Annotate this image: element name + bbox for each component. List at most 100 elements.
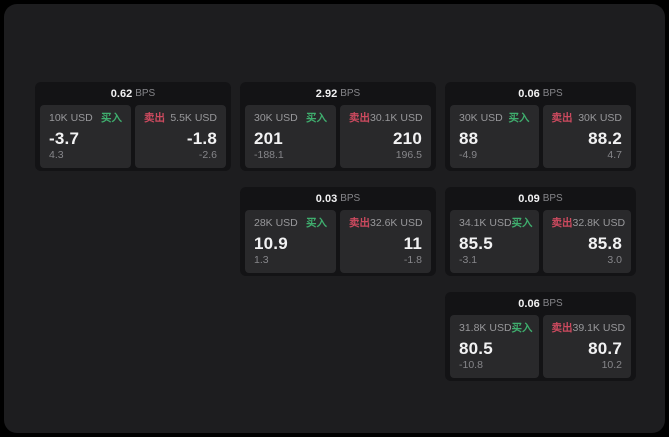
sell-quote-panel[interactable]: 卖出 32.6K USD 11 -1.8 — [340, 210, 431, 273]
buy-amount: 10K USD — [49, 112, 93, 124]
spread-header: 0.62 BPS — [35, 82, 231, 105]
sell-amount: 32.6K USD — [370, 217, 423, 229]
sell-quote-panel[interactable]: 卖出 30K USD 88.2 4.7 — [542, 105, 631, 168]
buy-panel-top: 30K USD 买入 — [459, 112, 530, 125]
buy-side-label: 买入 — [101, 112, 122, 124]
sell-quote-panel[interactable]: 卖出 39.1K USD 80.7 10.2 — [542, 315, 631, 378]
sell-price: 85.8 — [588, 234, 622, 253]
quote-card: 2.92 BPS 30K USD 买入 201 -188.1 卖出 30.1K … — [240, 82, 436, 171]
sell-delta: 10.2 — [601, 359, 622, 371]
buy-quote-panel[interactable]: 31.8K USD 买入 80.5 -10.8 — [450, 315, 539, 378]
sell-delta: -2.6 — [198, 149, 217, 161]
buy-side-label: 买入 — [306, 112, 327, 124]
buy-side-label: 买入 — [306, 217, 327, 229]
sell-amount: 30.1K USD — [370, 112, 423, 124]
buy-quote-panel[interactable]: 28K USD 买入 10.9 1.3 — [245, 210, 336, 273]
spread-unit-label: BPS — [542, 298, 563, 309]
buy-amount: 30K USD — [254, 112, 298, 124]
sell-delta: -1.8 — [403, 254, 422, 266]
buy-quote-panel[interactable]: 10K USD 买入 -3.7 4.3 — [40, 105, 131, 168]
quote-card-body: 28K USD 买入 10.9 1.3 卖出 32.6K USD 11 -1.8 — [240, 210, 436, 276]
sell-price: 210 — [393, 129, 422, 148]
sell-delta: 4.7 — [607, 149, 622, 161]
quote-card: 0.62 BPS 10K USD 买入 -3.7 4.3 卖出 5.5K USD… — [35, 82, 231, 171]
sell-side-label: 卖出 — [349, 112, 370, 124]
buy-side-label: 买入 — [511, 322, 533, 334]
spread-value: 2.92 — [315, 87, 338, 100]
sell-delta: 196.5 — [395, 149, 422, 161]
buy-delta: -3.1 — [459, 254, 478, 266]
sell-price: -1.8 — [186, 129, 217, 148]
buy-price: 85.5 — [459, 234, 493, 253]
sell-quote-panel[interactable]: 卖出 5.5K USD -1.8 -2.6 — [135, 105, 226, 168]
buy-quote-panel[interactable]: 30K USD 买入 88 -4.9 — [450, 105, 539, 168]
quote-card-body: 30K USD 买入 88 -4.9 卖出 30K USD 88.2 4.7 — [445, 105, 636, 171]
sell-price: 88.2 — [588, 129, 622, 148]
spread-unit-label: BPS — [340, 88, 361, 99]
sell-amount: 30K USD — [578, 112, 622, 124]
sell-amount: 39.1K USD — [572, 322, 626, 334]
sell-amount: 5.5K USD — [170, 112, 217, 124]
buy-side-label: 买入 — [508, 112, 530, 124]
quote-card: 0.06 BPS 30K USD 买入 88 -4.9 卖出 30K USD 8… — [445, 82, 636, 171]
sell-panel-top: 卖出 32.6K USD — [349, 217, 423, 230]
buy-delta: -4.9 — [459, 149, 478, 161]
sell-quote-panel[interactable]: 卖出 30.1K USD 210 196.5 — [340, 105, 431, 168]
buy-price: 10.9 — [254, 234, 288, 253]
quote-cards-grid: 0.62 BPS 10K USD 买入 -3.7 4.3 卖出 5.5K USD… — [35, 82, 636, 381]
quote-card-body: 34.1K USD 买入 85.5 -3.1 卖出 32.8K USD 85.8… — [445, 210, 636, 276]
quote-card: 0.06 BPS 31.8K USD 买入 80.5 -10.8 卖出 39.1… — [445, 292, 636, 381]
buy-side-label: 买入 — [511, 217, 533, 229]
sell-delta: 3.0 — [607, 254, 622, 266]
buy-delta: -10.8 — [459, 359, 483, 371]
buy-delta: -188.1 — [254, 149, 284, 161]
sell-panel-top: 卖出 39.1K USD — [551, 322, 626, 335]
sell-amount: 32.8K USD — [572, 217, 626, 229]
spread-value: 0.03 — [315, 192, 338, 205]
sell-panel-top: 卖出 30.1K USD — [349, 112, 423, 125]
buy-quote-panel[interactable]: 34.1K USD 买入 85.5 -3.1 — [450, 210, 539, 273]
buy-amount: 30K USD — [459, 112, 503, 124]
sell-side-label: 卖出 — [551, 322, 573, 334]
buy-panel-top: 31.8K USD 买入 — [459, 322, 533, 335]
spread-value: 0.06 — [518, 87, 540, 100]
buy-price: 80.5 — [459, 339, 493, 358]
sell-side-label: 卖出 — [551, 217, 573, 229]
buy-price: -3.7 — [49, 129, 80, 148]
buy-delta: 1.3 — [254, 254, 269, 266]
spread-value: 0.62 — [110, 87, 133, 100]
sell-price: 11 — [403, 234, 422, 253]
spread-header: 2.92 BPS — [240, 82, 436, 105]
quote-card-body: 30K USD 买入 201 -188.1 卖出 30.1K USD 210 1… — [240, 105, 436, 171]
buy-price: 201 — [254, 129, 283, 148]
sell-side-label: 卖出 — [551, 112, 573, 124]
spread-header: 0.06 BPS — [445, 82, 636, 105]
buy-panel-top: 34.1K USD 买入 — [459, 217, 533, 230]
spread-unit-label: BPS — [542, 88, 563, 99]
spread-unit-label: BPS — [542, 193, 563, 204]
sell-panel-top: 卖出 5.5K USD — [144, 112, 217, 125]
spread-header: 0.06 BPS — [445, 292, 636, 315]
quote-card: 0.03 BPS 28K USD 买入 10.9 1.3 卖出 32.6K US… — [240, 187, 436, 276]
buy-amount: 28K USD — [254, 217, 298, 229]
buy-panel-top: 10K USD 买入 — [49, 112, 122, 125]
buy-delta: 4.3 — [49, 149, 64, 161]
quote-card: 0.09 BPS 34.1K USD 买入 85.5 -3.1 卖出 32.8K… — [445, 187, 636, 276]
spread-value: 0.09 — [518, 192, 540, 205]
buy-panel-top: 28K USD 买入 — [254, 217, 327, 230]
sell-panel-top: 卖出 32.8K USD — [551, 217, 626, 230]
sell-quote-panel[interactable]: 卖出 32.8K USD 85.8 3.0 — [542, 210, 631, 273]
sell-panel-top: 卖出 30K USD — [552, 112, 623, 125]
quote-card-body: 31.8K USD 买入 80.5 -10.8 卖出 39.1K USD 80.… — [445, 315, 636, 381]
buy-amount: 34.1K USD — [459, 217, 512, 229]
buy-panel-top: 30K USD 买入 — [254, 112, 327, 125]
spread-header: 0.09 BPS — [445, 187, 636, 210]
spread-header: 0.03 BPS — [240, 187, 436, 210]
spread-unit-label: BPS — [135, 88, 156, 99]
buy-quote-panel[interactable]: 30K USD 买入 201 -188.1 — [245, 105, 336, 168]
spread-unit-label: BPS — [340, 193, 361, 204]
buy-amount: 31.8K USD — [459, 322, 512, 334]
quote-card-body: 10K USD 买入 -3.7 4.3 卖出 5.5K USD -1.8 -2.… — [35, 105, 231, 171]
sell-side-label: 卖出 — [349, 217, 370, 229]
sell-side-label: 卖出 — [144, 112, 165, 124]
